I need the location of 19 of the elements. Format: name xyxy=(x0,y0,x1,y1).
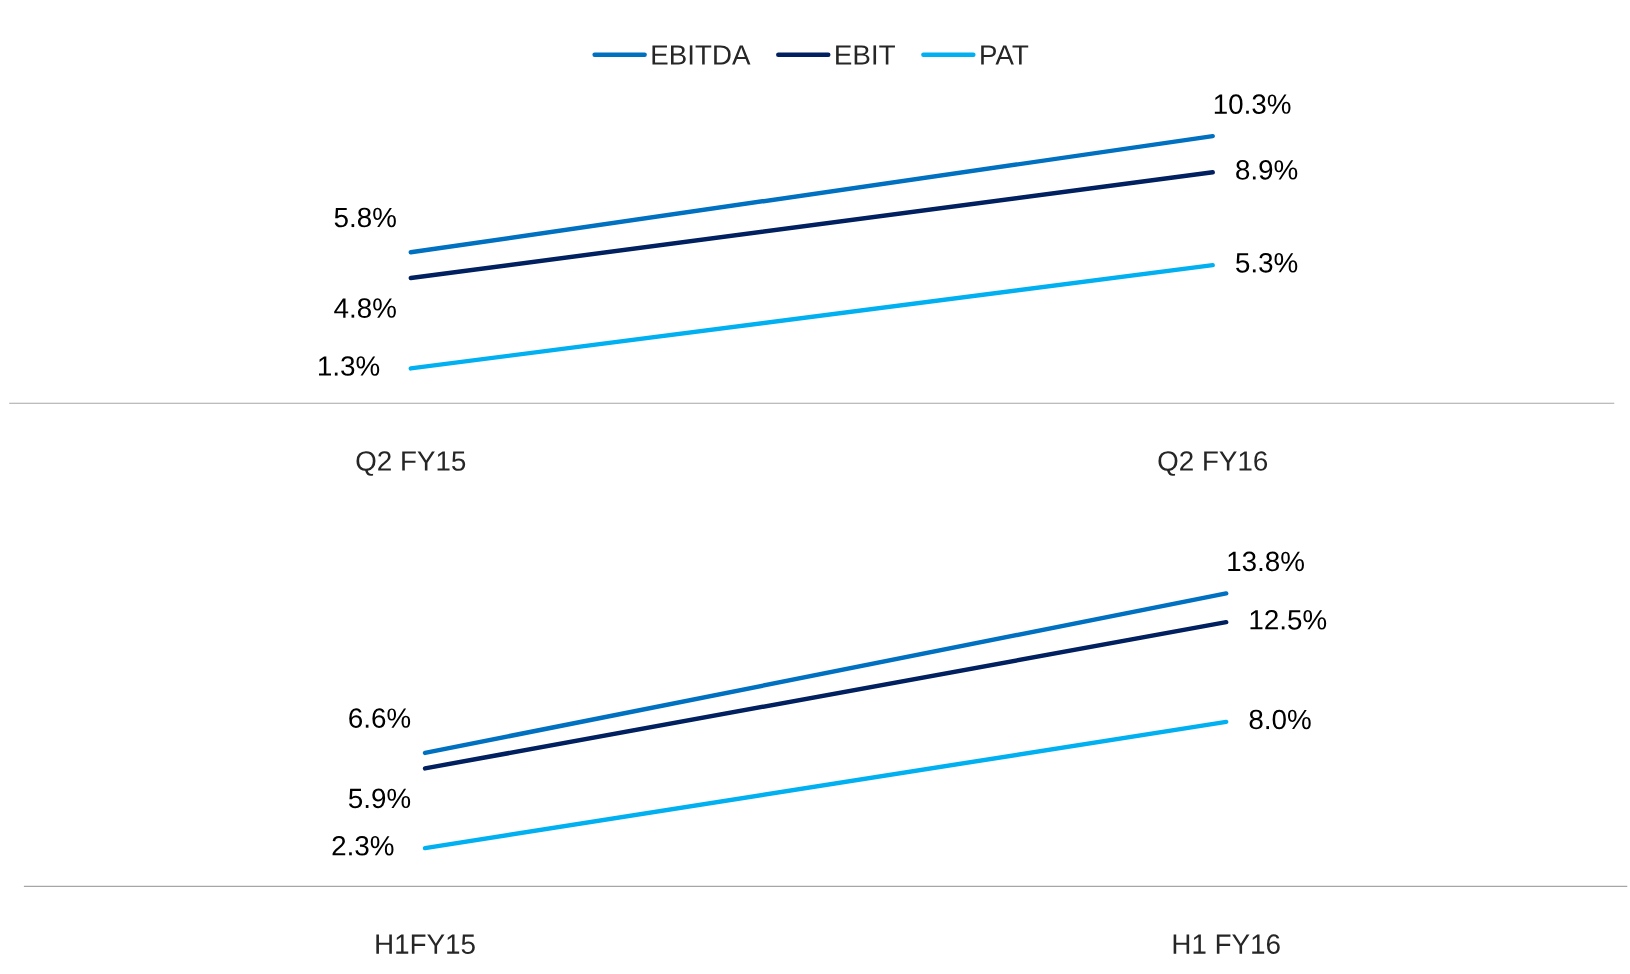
x-tick-label: H1FY15 xyxy=(376,934,475,954)
data-label: 1.3% xyxy=(319,356,380,376)
data-label: 5.9% xyxy=(348,788,411,809)
legend-label: PAT xyxy=(981,45,1029,65)
x-tick-label: H1 FY16 xyxy=(1173,934,1280,954)
x-tick-label: Q2 FY15 xyxy=(356,451,466,476)
legend-label: EBITDA xyxy=(652,45,751,65)
data-label: 10.3% xyxy=(1214,94,1291,114)
data-label: 5.3% xyxy=(1236,252,1298,273)
data-label: 8.9% xyxy=(1236,160,1298,180)
x-tick-label: Q2 FY16 xyxy=(1158,451,1268,476)
data-label: 2.3% xyxy=(332,835,394,856)
data-label: 5.8% xyxy=(334,207,396,228)
data-label: 6.6% xyxy=(349,708,411,728)
data-label: 4.8% xyxy=(334,298,396,318)
data-label: 12.5% xyxy=(1250,609,1327,630)
data-label: 13.8% xyxy=(1228,551,1304,572)
data-label: 8.0% xyxy=(1249,709,1311,730)
legend-label: EBIT xyxy=(836,45,895,65)
